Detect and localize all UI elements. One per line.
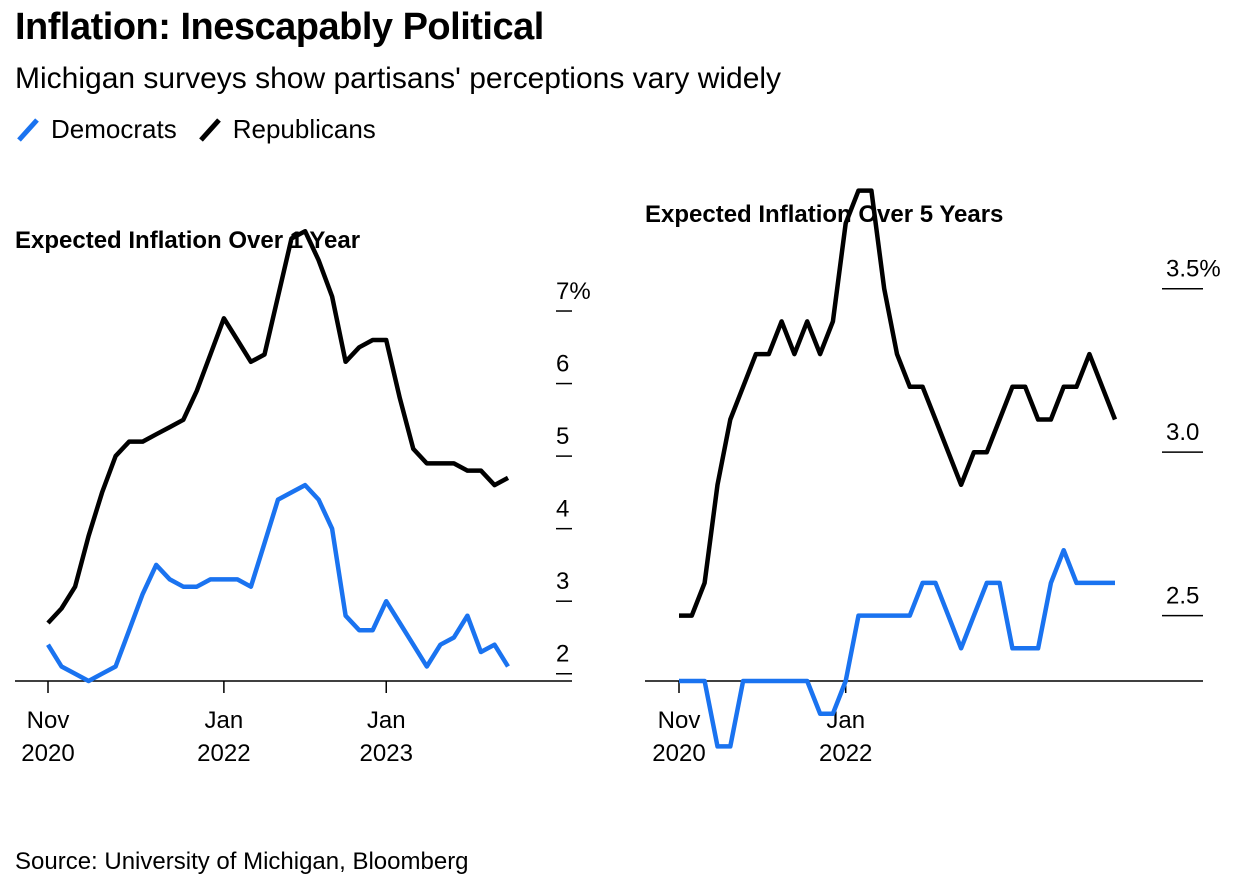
x-tick-label: 2020	[652, 740, 705, 767]
chart-panel-1: Expected Inflation Over 1 Year234567%Nov…	[15, 227, 591, 767]
republicans-swatch-icon	[198, 117, 221, 142]
y-tick-label: 4	[556, 496, 569, 523]
y-tick-label: 2.5	[1166, 583, 1199, 610]
series-line-republicans	[679, 188, 1118, 618]
legend-item-democrats: Democrats	[15, 114, 177, 145]
chart-title: Inflation: Inescapably Political	[15, 6, 544, 48]
x-tick-label: Jan	[367, 707, 406, 734]
x-tick-label: 2022	[819, 740, 872, 767]
x-tick-label: Nov	[27, 707, 70, 734]
series-line-democrats	[46, 482, 510, 684]
chart-panel-2: Expected Inflation Over 5 Years 2.5 3.0 3.5…	[645, 188, 1221, 767]
y-tick-label: 3.0	[1166, 419, 1199, 446]
x-tick-label: Nov	[658, 707, 701, 734]
legend-item-republicans: Republicans	[197, 114, 376, 145]
y-tick-label: 7%	[556, 278, 591, 305]
y-tick-label: 2	[556, 641, 569, 668]
panel-title: Expected Inflation Over 5 Years	[645, 201, 1003, 228]
series-line-republicans	[46, 228, 510, 625]
y-tick-label: 3	[556, 568, 569, 595]
legend: Democrats Republicans	[15, 114, 396, 145]
x-tick-label: 2020	[21, 740, 74, 767]
legend-label-democrats: Democrats	[51, 114, 177, 144]
source-note: Source: University of Michigan, Bloomber…	[15, 848, 469, 875]
y-tick-label: 5	[556, 423, 569, 450]
legend-label-republicans: Republicans	[232, 114, 376, 144]
democrats-swatch-icon	[17, 117, 39, 142]
x-tick-label: 2022	[197, 740, 250, 767]
y-tick-label: 6	[556, 351, 569, 378]
x-tick-label: Jan	[205, 707, 244, 734]
series-line-democrats	[679, 547, 1115, 749]
chart-subtitle: Michigan surveys show partisans' percept…	[15, 62, 782, 95]
y-tick-label: 3.5%	[1166, 256, 1221, 283]
x-tick-label: 2023	[360, 740, 413, 767]
